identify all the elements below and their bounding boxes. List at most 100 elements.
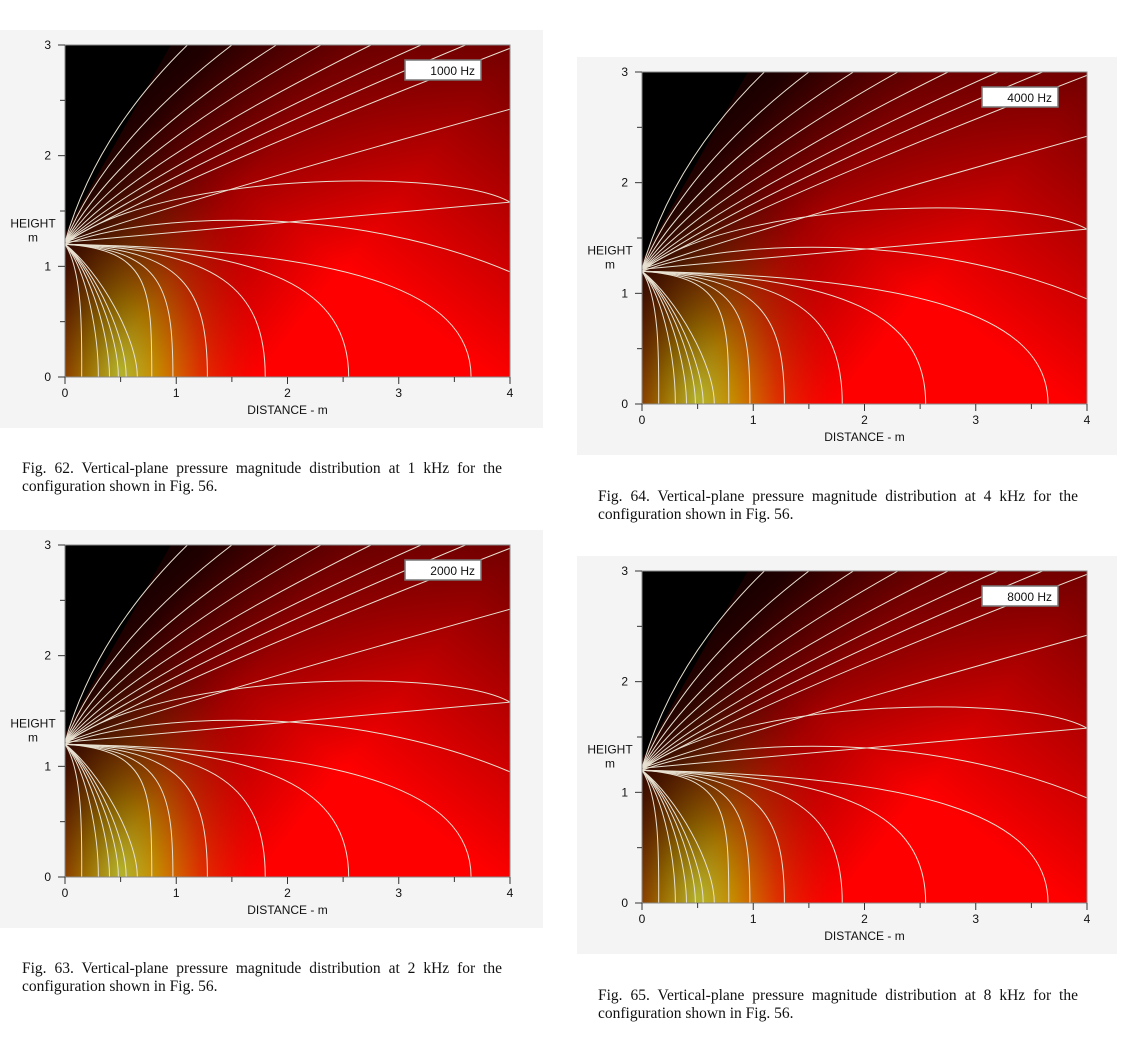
y-axis-unit: m	[605, 258, 615, 272]
contour-line	[65, 45, 322, 243]
contour-line	[65, 743, 153, 877]
contour-line	[642, 769, 696, 903]
y-tick-label: 1	[621, 286, 628, 300]
y-tick-label: 2	[621, 176, 628, 190]
contour-line	[65, 743, 350, 877]
plot-area	[642, 72, 1087, 404]
contour-line	[65, 719, 510, 773]
contour-line	[65, 743, 174, 877]
contour-line	[642, 207, 1087, 272]
contour-line	[65, 743, 110, 877]
contour-line	[642, 72, 899, 270]
contour-line	[642, 769, 927, 903]
x-tick-label: 0	[639, 413, 646, 427]
frequency-label-box	[404, 559, 482, 581]
contour-line	[65, 243, 83, 377]
contour-line	[642, 571, 765, 769]
contour-line	[642, 571, 949, 769]
contour-line	[642, 270, 676, 404]
contour-line	[642, 72, 810, 270]
contour-line	[642, 706, 1087, 771]
frequency-label-box	[981, 585, 1059, 607]
contour-line	[642, 769, 660, 903]
x-tick-label: 1	[173, 886, 180, 900]
contour-line	[65, 201, 510, 243]
figure-62-caption: Fig. 62. Vertical-plane pressure magnitu…	[22, 460, 502, 495]
x-tick-label: 4	[1084, 413, 1091, 427]
contour-line	[642, 270, 751, 404]
contour-line	[65, 243, 138, 377]
plot-area	[65, 45, 510, 377]
contour-line	[65, 45, 233, 243]
x-axis-label: DISTANCE - m	[247, 403, 327, 417]
y-tick-label: 1	[621, 785, 628, 799]
frequency-label: 1000 Hz	[430, 64, 475, 78]
frequency-label: 8000 Hz	[1007, 590, 1052, 604]
contour-line	[642, 72, 949, 270]
x-tick-label: 3	[972, 413, 979, 427]
x-tick-label: 2	[284, 886, 291, 900]
x-tick-label: 3	[972, 912, 979, 926]
contour-line	[65, 545, 322, 743]
contour-line	[642, 571, 899, 769]
plot-area	[642, 571, 1087, 903]
contour-line	[65, 243, 350, 377]
contour-line	[65, 545, 422, 743]
y-tick-label: 2	[44, 649, 51, 663]
contour-line	[642, 72, 765, 270]
y-tick-label: 1	[44, 259, 51, 273]
y-tick-label: 2	[44, 149, 51, 163]
contour-line	[642, 72, 854, 270]
x-tick-label: 0	[639, 912, 646, 926]
contour-line	[65, 743, 138, 877]
x-axis-label: DISTANCE - m	[824, 430, 904, 444]
contour-line	[642, 270, 687, 404]
contour-line	[65, 243, 266, 377]
contour-line	[65, 743, 119, 877]
frequency-label-box	[981, 86, 1059, 108]
contour-line	[65, 45, 466, 243]
contour-line	[65, 545, 466, 743]
contour-line	[642, 769, 676, 903]
contour-line	[642, 571, 999, 769]
contour-line	[642, 270, 715, 404]
plot-area	[65, 545, 510, 877]
contour-line	[65, 545, 188, 743]
contour-line	[65, 243, 127, 377]
contour-line	[65, 743, 208, 877]
contour-line	[65, 45, 422, 243]
y-tick-label: 0	[44, 870, 51, 884]
contour-line	[65, 680, 510, 745]
figure-63-caption: Fig. 63. Vertical-plane pressure magnitu…	[22, 960, 502, 995]
frequency-label: 4000 Hz	[1007, 91, 1052, 105]
contour-line	[642, 270, 704, 404]
y-axis-unit: m	[605, 757, 615, 771]
x-tick-label: 4	[507, 386, 514, 400]
frequency-label: 2000 Hz	[430, 564, 475, 578]
figure-64-plot: 4000 Hz 0 1 2 3 4 0 1 2 3 DISTANCE - m HEIGHT m	[577, 57, 1117, 455]
contour-line	[65, 180, 510, 245]
contour-line	[642, 270, 843, 404]
contour-line	[642, 745, 1087, 799]
contour-line	[642, 72, 1043, 270]
y-tick-label: 0	[621, 896, 628, 910]
y-axis-label: HEIGHT	[10, 717, 56, 731]
contour-line	[642, 769, 687, 903]
figure-65-plot: 8000 Hz 0 1 2 3 4 0 1 2 3 DISTANCE - m HEIGHT m	[577, 556, 1117, 954]
contour-line	[642, 769, 785, 903]
frequency-label-box	[404, 59, 482, 81]
contour-line	[65, 545, 372, 743]
x-axis-label: DISTANCE - m	[824, 929, 904, 943]
x-axis-label: DISTANCE - m	[247, 903, 327, 917]
contour-line	[65, 743, 266, 877]
y-tick-label: 0	[621, 397, 628, 411]
contour-line	[642, 769, 751, 903]
contour-line	[642, 270, 696, 404]
y-tick-label: 3	[621, 65, 628, 79]
contour-line	[65, 45, 372, 243]
contour-line	[65, 545, 233, 743]
contour-line	[642, 270, 927, 404]
x-tick-label: 2	[284, 386, 291, 400]
contour-line	[65, 743, 99, 877]
